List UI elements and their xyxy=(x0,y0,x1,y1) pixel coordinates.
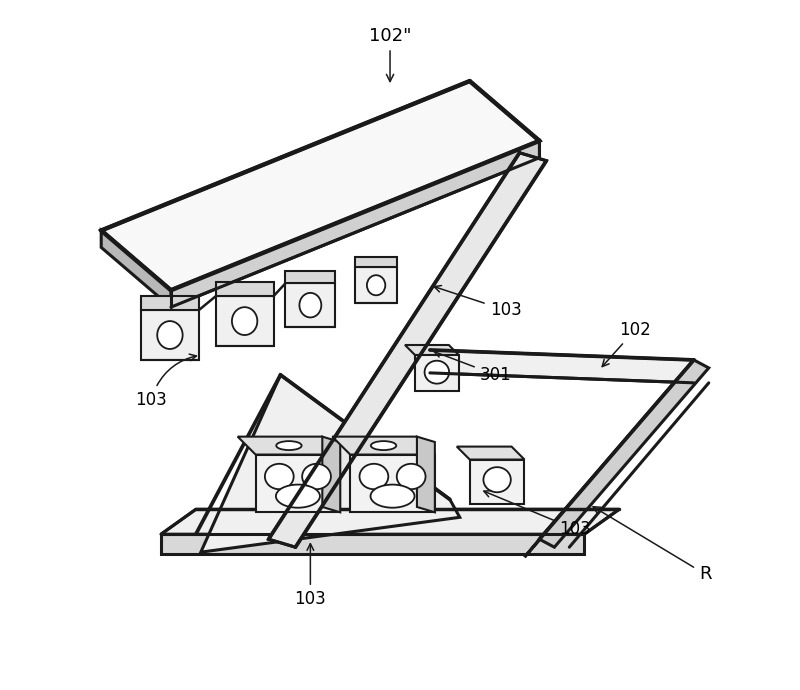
Ellipse shape xyxy=(397,464,426,489)
Polygon shape xyxy=(216,282,274,296)
Polygon shape xyxy=(269,152,546,547)
Ellipse shape xyxy=(367,275,386,295)
Polygon shape xyxy=(216,296,274,346)
Ellipse shape xyxy=(359,464,388,489)
Polygon shape xyxy=(405,345,458,355)
Text: 102: 102 xyxy=(602,321,651,366)
Polygon shape xyxy=(332,437,435,455)
Polygon shape xyxy=(430,350,694,383)
Text: 103: 103 xyxy=(434,286,522,319)
Polygon shape xyxy=(322,437,340,512)
Polygon shape xyxy=(255,455,340,512)
Ellipse shape xyxy=(302,464,331,489)
Polygon shape xyxy=(525,360,694,557)
Ellipse shape xyxy=(158,321,182,349)
Polygon shape xyxy=(417,437,435,512)
Polygon shape xyxy=(102,230,171,307)
Ellipse shape xyxy=(276,441,302,450)
Text: R: R xyxy=(593,506,711,583)
Polygon shape xyxy=(171,141,539,307)
Ellipse shape xyxy=(276,484,320,508)
Polygon shape xyxy=(470,460,525,504)
Polygon shape xyxy=(238,437,340,455)
Text: 301: 301 xyxy=(434,351,511,384)
Text: 103: 103 xyxy=(294,544,326,608)
Polygon shape xyxy=(201,375,460,552)
Polygon shape xyxy=(286,271,335,284)
Polygon shape xyxy=(141,310,199,360)
Text: 102": 102" xyxy=(369,27,411,81)
Ellipse shape xyxy=(425,361,449,384)
Polygon shape xyxy=(102,81,539,290)
Ellipse shape xyxy=(232,307,258,335)
Ellipse shape xyxy=(483,467,511,492)
Ellipse shape xyxy=(370,484,414,508)
Polygon shape xyxy=(355,257,397,267)
Polygon shape xyxy=(355,267,397,303)
Text: 103: 103 xyxy=(484,491,591,538)
Polygon shape xyxy=(161,509,619,534)
Ellipse shape xyxy=(299,293,322,317)
Polygon shape xyxy=(141,296,199,310)
Polygon shape xyxy=(161,534,584,554)
Ellipse shape xyxy=(371,441,396,450)
Polygon shape xyxy=(286,284,335,327)
Ellipse shape xyxy=(265,464,294,489)
Polygon shape xyxy=(457,446,525,460)
Polygon shape xyxy=(350,455,435,512)
Text: 103: 103 xyxy=(135,354,197,408)
Polygon shape xyxy=(415,355,458,391)
Polygon shape xyxy=(539,360,709,547)
